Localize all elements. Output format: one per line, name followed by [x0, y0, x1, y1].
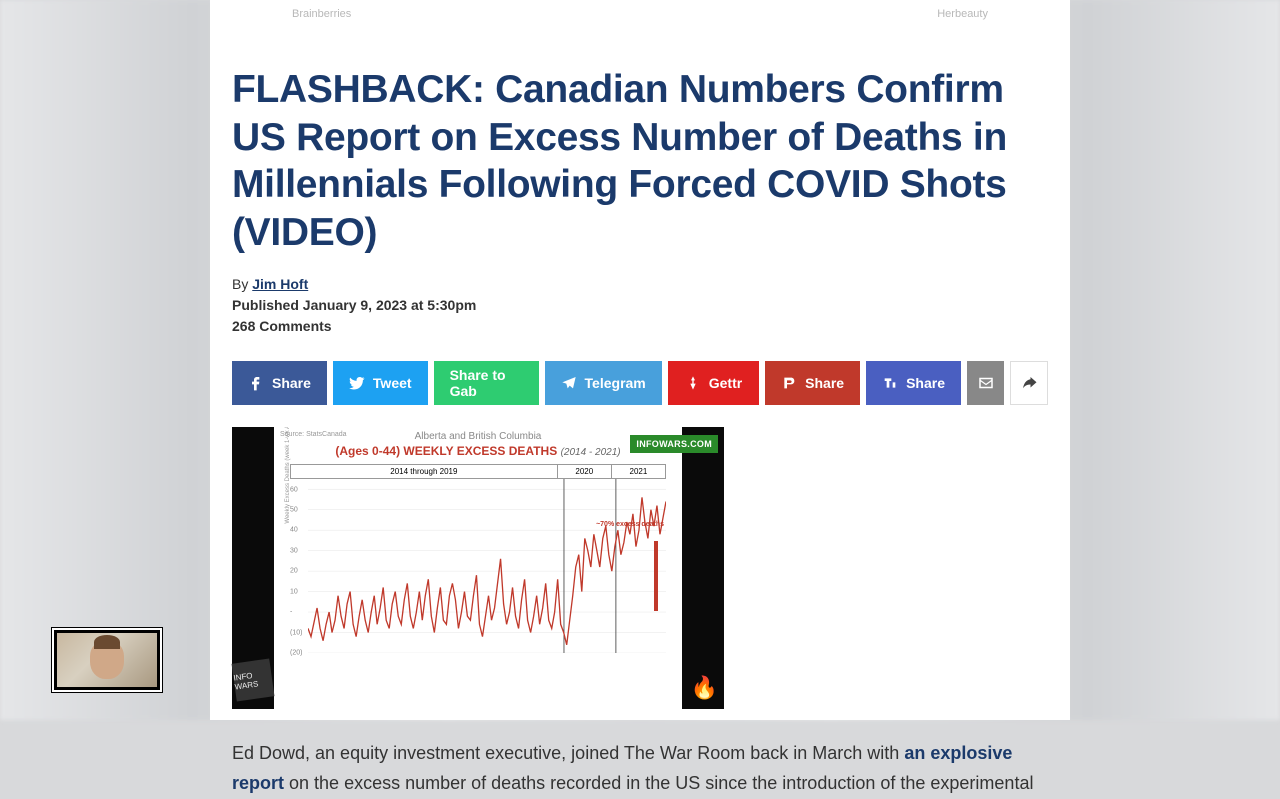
share-truthsocial-label: Share: [906, 375, 945, 391]
chart-title-main: (Ages 0-44) WEEKLY EXCESS DEATHS: [335, 444, 557, 458]
email-icon: [977, 374, 995, 392]
ytick-label: (20): [290, 650, 302, 657]
picture-in-picture-webcam[interactable]: [52, 628, 162, 692]
share-parler-button[interactable]: Share: [765, 361, 860, 405]
share-email-button[interactable]: [967, 361, 1004, 405]
comment-count[interactable]: 268 Comments: [232, 316, 1048, 337]
share-gettr-button[interactable]: Gettr: [668, 361, 759, 405]
chart-left-bar: INFO WARS: [232, 427, 274, 709]
ytick-label: 60: [290, 486, 298, 493]
fire-icon: 🔥: [691, 675, 718, 701]
period-2014-2019: 2014 through 2019: [291, 465, 558, 478]
ad-label-right: Herbeauty: [937, 8, 988, 20]
twitter-icon: [349, 375, 365, 391]
truthsocial-icon: [882, 375, 898, 391]
published-date: Published January 9, 2023 at 5:30pm: [232, 295, 1048, 316]
webcam-feed: [57, 633, 157, 687]
article-chart: INFO WARS Source: StatsCanada Alberta an…: [232, 427, 724, 709]
ytick-label: 50: [290, 507, 298, 514]
share-telegram-button[interactable]: Telegram: [545, 361, 662, 405]
ytick-label: 40: [290, 527, 298, 534]
article-byline: By Jim Hoft Published January 9, 2023 at…: [232, 274, 1048, 337]
chart-right-bar: INFOWARS.COM 🔥: [682, 427, 724, 709]
ytick-label: 30: [290, 547, 298, 554]
share-arrow-icon: [1020, 374, 1038, 392]
share-facebook-label: Share: [272, 375, 311, 391]
chart-period-labels: 2014 through 2019 2020 2021: [290, 464, 666, 479]
person-face: [90, 641, 124, 679]
article-content: Brainberries Herbeauty FLASHBACK: Canadi…: [210, 0, 1070, 720]
share-gettr-label: Gettr: [709, 375, 742, 391]
telegram-icon: [561, 375, 577, 391]
article-headline: FLASHBACK: Canadian Numbers Confirm US R…: [232, 66, 1048, 256]
ytick-label: (10): [290, 629, 302, 636]
ad-label-left: Brainberries: [292, 8, 351, 20]
by-prefix: By: [232, 276, 252, 292]
chart-annotation: ~70% excess deaths: [596, 521, 664, 529]
parler-icon: [781, 375, 797, 391]
share-twitter-label: Tweet: [373, 375, 412, 391]
period-2020: 2020: [558, 465, 612, 478]
infowars-badge: INFOWARS.COM: [630, 435, 718, 453]
ad-attribution-row: Brainberries Herbeauty: [232, 0, 1048, 28]
ytick-label: -: [290, 609, 292, 616]
chart-svg-wrap: Weekly Excess Deaths (week 1-wk Avg) (20…: [290, 479, 666, 669]
author-link[interactable]: Jim Hoft: [252, 276, 308, 292]
share-truthsocial-button[interactable]: Share: [866, 361, 961, 405]
ytick-label: 20: [290, 568, 298, 575]
ytick-label: 10: [290, 588, 298, 595]
facebook-icon: [248, 375, 264, 391]
share-gab-label: Share to Gab: [450, 367, 523, 399]
period-2021: 2021: [612, 465, 665, 478]
body-text-post: on the excess number of deaths recorded …: [284, 773, 1033, 793]
body-text-pre: Ed Dowd, an equity investment executive,…: [232, 743, 904, 763]
share-more-button[interactable]: [1010, 361, 1048, 405]
share-facebook-button[interactable]: Share: [232, 361, 327, 405]
gettr-icon: [685, 375, 701, 391]
chart-title-range: (2014 - 2021): [561, 447, 621, 458]
share-twitter-button[interactable]: Tweet: [333, 361, 428, 405]
infowars-logo: INFO WARS: [232, 659, 275, 702]
share-button-row: Share Tweet Share to Gab Telegram Gettr …: [232, 361, 1048, 405]
chart-title: (Ages 0-44) WEEKLY EXCESS DEATHS (2014 -…: [274, 444, 682, 458]
share-gab-button[interactable]: Share to Gab: [434, 361, 539, 405]
chart-annotation-arrow: [654, 541, 658, 611]
chart-plot-area: Source: StatsCanada Alberta and British …: [274, 427, 682, 709]
share-parler-label: Share: [805, 375, 844, 391]
share-telegram-label: Telegram: [585, 375, 646, 391]
article-body-paragraph: Ed Dowd, an equity investment executive,…: [232, 739, 1048, 798]
